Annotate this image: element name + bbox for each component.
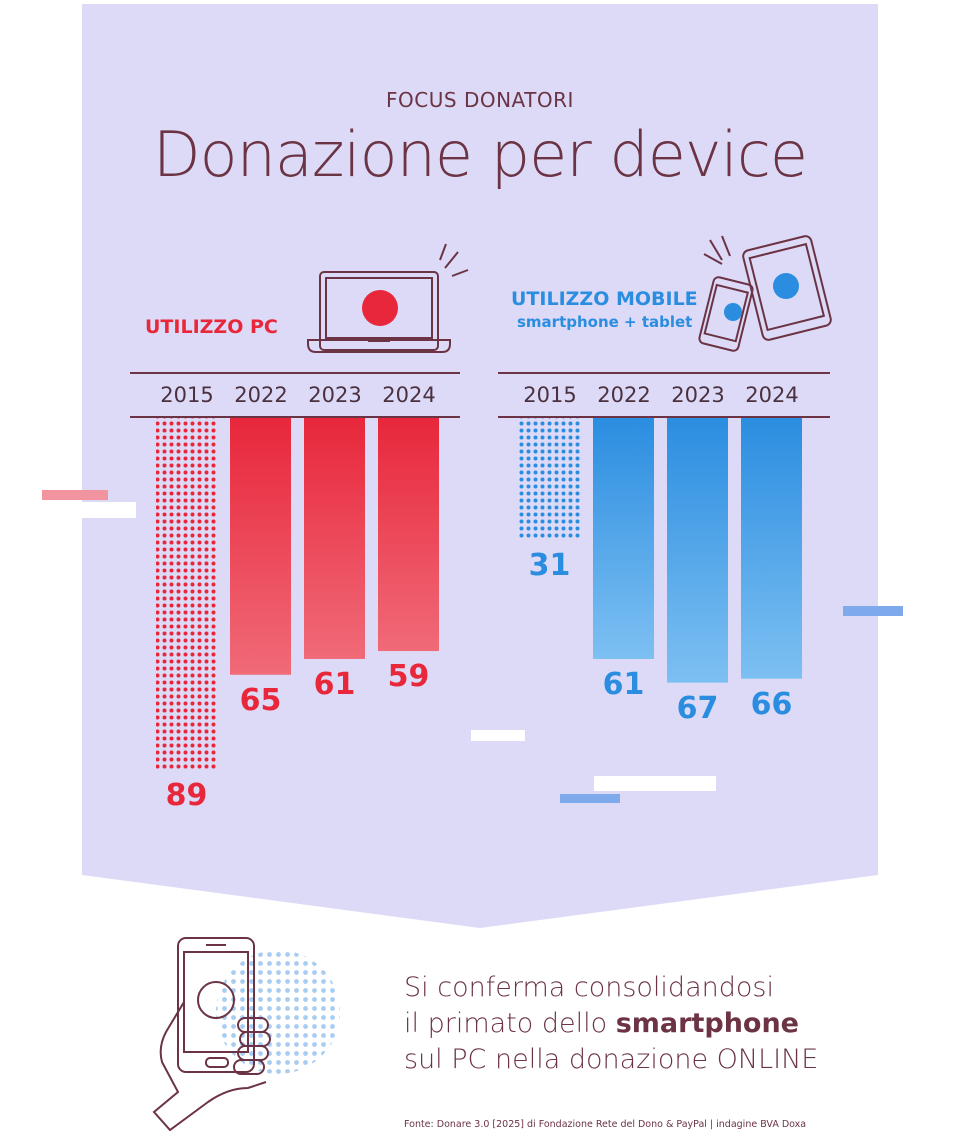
- pc-bar-2024: [378, 418, 439, 652]
- caption-line-2: il primato dello smartphone: [404, 1006, 818, 1042]
- page-title: Donazione per device: [152, 118, 808, 191]
- source-note: Fonte: Donare 3.0 [2025] di Fondazione R…: [404, 1119, 807, 1130]
- pc-year-label: 2022: [234, 383, 288, 407]
- mobile-year-label: 2015: [523, 383, 577, 407]
- pc-section-label: UTILIZZO PC: [145, 316, 278, 338]
- smartphone-tablet-icon: [698, 235, 832, 352]
- caption-text: Si conferma consolidandosi il primato de…: [404, 970, 818, 1078]
- mobile-section-label: UTILIZZO MOBILE: [511, 288, 698, 310]
- decor-strip: [594, 776, 716, 791]
- mobile-year-label: 2022: [597, 383, 651, 407]
- pc-year-label: 2024: [382, 383, 436, 407]
- mobile-bar-2024: [741, 418, 802, 679]
- banner-background: [82, 4, 878, 928]
- mobile-bar-2022: [593, 418, 654, 659]
- pc-value-label: 59: [387, 659, 430, 695]
- kicker-label: FOCUS DONATORI: [386, 88, 574, 112]
- mobile-bar-2015: [519, 418, 580, 541]
- decor-strip: [82, 502, 136, 518]
- caption-line-2-start: il primato dello: [404, 1008, 616, 1039]
- mobile-bar-2023: [667, 418, 728, 683]
- pc-top-rule: [130, 372, 460, 374]
- caption-highlight: smartphone: [615, 1008, 799, 1039]
- decor-strip: [471, 730, 525, 741]
- mobile-section-sublabel: smartphone + tablet: [517, 313, 693, 331]
- pc-value-label: 89: [165, 777, 208, 813]
- pc-year-label: 2015: [160, 383, 214, 407]
- caption-line-1: Si conferma consolidandosi: [404, 972, 774, 1003]
- pc-value-label: 61: [313, 666, 356, 702]
- mobile-top-rule: [498, 372, 830, 374]
- pc-bar-2023: [304, 418, 365, 659]
- caption-line-3: sul PC nella donazione ONLINE: [404, 1044, 819, 1075]
- mobile-year-label: 2023: [671, 383, 725, 407]
- decor-strip: [560, 794, 620, 803]
- bar-chart-area: [156, 418, 802, 770]
- mobile-value-label: 66: [750, 686, 793, 722]
- mobile-value-label: 61: [602, 666, 645, 702]
- mobile-value-label: 67: [676, 690, 719, 726]
- pc-value-label: 65: [239, 682, 282, 718]
- pc-axis-rule: [130, 416, 460, 418]
- mobile-axis-rule: [498, 416, 830, 418]
- mobile-year-label: 2024: [745, 383, 799, 407]
- pc-year-label: 2023: [308, 383, 362, 407]
- pc-bar-2015: [156, 418, 217, 770]
- hand-phone-icon: [152, 937, 340, 1132]
- mobile-value-label: 31: [528, 548, 571, 584]
- laptop-icon: [307, 243, 469, 353]
- pc-bar-2022: [230, 418, 291, 675]
- decor-strip: [42, 490, 108, 500]
- decor-strip: [843, 606, 903, 616]
